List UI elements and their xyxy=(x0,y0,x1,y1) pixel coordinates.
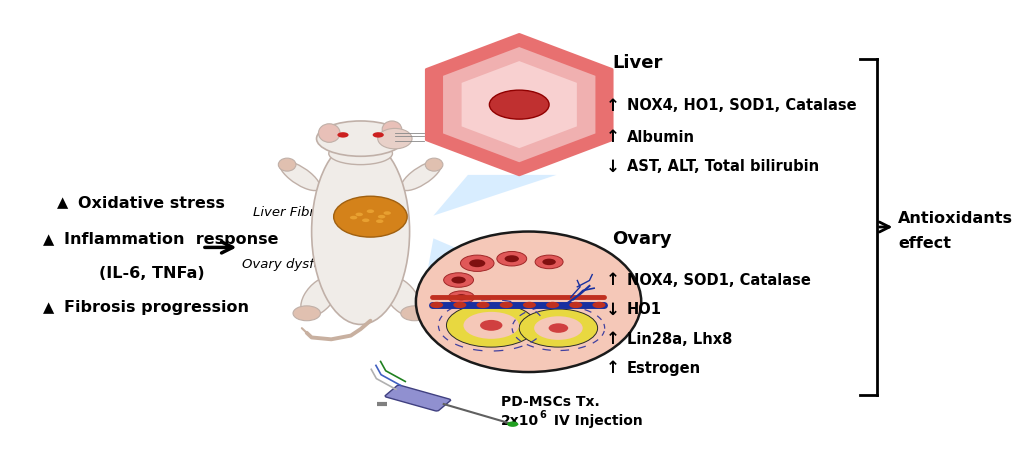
Ellipse shape xyxy=(318,125,339,143)
Ellipse shape xyxy=(400,306,428,321)
Circle shape xyxy=(452,302,466,308)
Text: ↓: ↓ xyxy=(605,300,620,318)
Ellipse shape xyxy=(400,162,441,191)
Ellipse shape xyxy=(425,159,442,172)
Text: IV Injection: IV Injection xyxy=(548,413,642,427)
Circle shape xyxy=(548,324,568,333)
Text: ↑: ↑ xyxy=(605,96,620,114)
Ellipse shape xyxy=(383,277,420,317)
Circle shape xyxy=(454,294,467,301)
Circle shape xyxy=(448,291,474,304)
Text: AST, ALT, Total bilirubin: AST, ALT, Total bilirubin xyxy=(626,159,818,174)
Text: Fibrosis progression: Fibrosis progression xyxy=(64,299,249,314)
Text: effect: effect xyxy=(897,236,950,251)
Text: ↓: ↓ xyxy=(605,157,620,176)
Text: 6: 6 xyxy=(539,410,546,419)
Circle shape xyxy=(460,256,493,272)
Text: ↑: ↑ xyxy=(605,359,620,377)
Circle shape xyxy=(592,302,605,308)
Text: Liver: Liver xyxy=(612,53,662,71)
Circle shape xyxy=(519,309,597,347)
Text: ↑: ↑ xyxy=(605,128,620,146)
Polygon shape xyxy=(462,62,577,149)
Text: Inflammation  response: Inflammation response xyxy=(64,231,278,246)
Text: Estrogen: Estrogen xyxy=(626,360,700,375)
Polygon shape xyxy=(433,176,556,216)
Ellipse shape xyxy=(416,232,641,372)
Circle shape xyxy=(504,256,519,263)
Ellipse shape xyxy=(301,277,337,317)
Ellipse shape xyxy=(333,197,407,238)
Circle shape xyxy=(356,213,363,217)
Circle shape xyxy=(506,421,518,427)
Ellipse shape xyxy=(292,306,320,321)
Ellipse shape xyxy=(278,159,296,172)
Text: Antioxidants: Antioxidants xyxy=(897,211,1012,226)
Circle shape xyxy=(446,304,536,347)
Text: Lin28a, Lhx8: Lin28a, Lhx8 xyxy=(626,331,732,346)
Text: NOX4, HO1, SOD1, Catalase: NOX4, HO1, SOD1, Catalase xyxy=(626,98,855,113)
Text: ↑: ↑ xyxy=(605,329,620,347)
Circle shape xyxy=(463,312,519,339)
Text: HO1: HO1 xyxy=(626,301,661,316)
Text: ▲: ▲ xyxy=(57,195,68,210)
Circle shape xyxy=(383,212,390,215)
Circle shape xyxy=(499,302,513,308)
Circle shape xyxy=(430,302,442,308)
Circle shape xyxy=(366,210,374,213)
Circle shape xyxy=(337,133,348,138)
Circle shape xyxy=(376,220,383,223)
Polygon shape xyxy=(426,35,611,176)
Text: ↑: ↑ xyxy=(605,271,620,288)
Circle shape xyxy=(545,302,558,308)
Circle shape xyxy=(534,317,582,340)
Text: NOX4, SOD1, Catalase: NOX4, SOD1, Catalase xyxy=(626,272,810,287)
Circle shape xyxy=(569,302,582,308)
Text: (IL-6, TNFa): (IL-6, TNFa) xyxy=(99,265,205,280)
Ellipse shape xyxy=(316,121,405,157)
Ellipse shape xyxy=(377,129,412,150)
Circle shape xyxy=(451,277,466,284)
Text: 2x10: 2x10 xyxy=(500,413,538,427)
Circle shape xyxy=(443,273,473,288)
Circle shape xyxy=(350,216,357,220)
Circle shape xyxy=(362,219,369,222)
Ellipse shape xyxy=(312,139,410,325)
Text: PD-MSCs Tx.: PD-MSCs Tx. xyxy=(500,394,599,409)
Ellipse shape xyxy=(382,121,401,138)
Text: Ovary: Ovary xyxy=(612,230,672,248)
Circle shape xyxy=(480,320,502,331)
Text: Liver Fibrosis: Liver Fibrosis xyxy=(253,205,340,218)
Circle shape xyxy=(523,302,535,308)
Circle shape xyxy=(496,252,526,266)
Polygon shape xyxy=(442,48,595,163)
Text: Ovary dysfunction: Ovary dysfunction xyxy=(242,257,363,270)
Text: ▲: ▲ xyxy=(44,231,55,246)
Circle shape xyxy=(535,256,562,269)
Ellipse shape xyxy=(328,143,392,165)
FancyBboxPatch shape xyxy=(385,385,450,411)
Polygon shape xyxy=(426,239,528,279)
Text: ▲: ▲ xyxy=(44,299,55,314)
Circle shape xyxy=(476,302,489,308)
Circle shape xyxy=(542,259,555,266)
Circle shape xyxy=(469,260,485,268)
Text: Albumin: Albumin xyxy=(626,130,694,145)
Circle shape xyxy=(372,133,383,138)
Circle shape xyxy=(489,91,548,120)
Circle shape xyxy=(377,215,385,219)
Ellipse shape xyxy=(279,162,320,191)
Text: Oxidative stress: Oxidative stress xyxy=(77,195,224,210)
